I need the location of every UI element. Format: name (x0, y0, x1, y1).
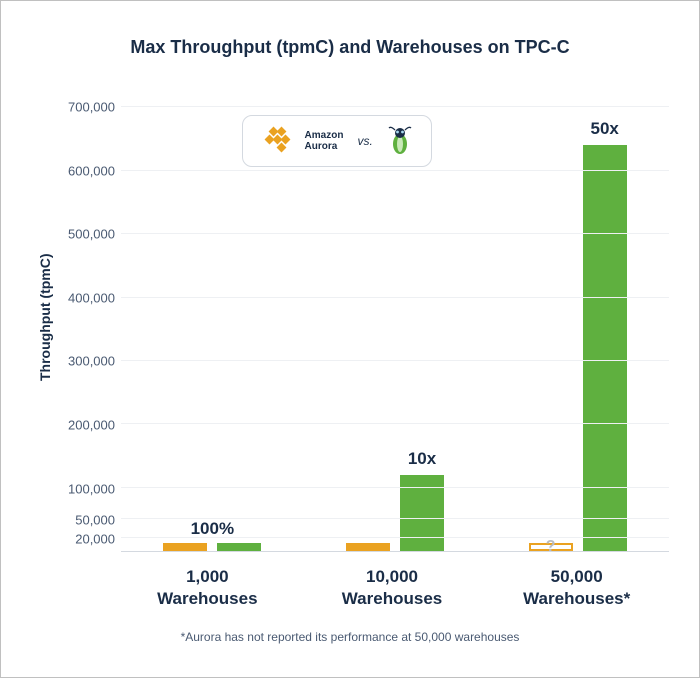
y-tick-label: 600,000 (68, 163, 115, 178)
gridline (121, 487, 669, 488)
y-axis: 20,000 50,000 100,000 200,000 300,000 400,000… (59, 82, 121, 552)
x-axis-labels: 1,000Warehouses10,000Warehouses50,000War… (115, 566, 669, 610)
y-tick-label: 100,000 (68, 481, 115, 496)
y-tick-label: 50,000 (75, 513, 115, 528)
legend-aurora: AmazonAurora (261, 126, 344, 156)
bar-annotation: 10x (408, 449, 436, 469)
y-tick-label: 500,000 (68, 227, 115, 242)
y-tick-label: 400,000 (68, 290, 115, 305)
x-tick-label: 1,000Warehouses (115, 566, 300, 610)
legend-cockroach (387, 126, 413, 156)
chart-frame: Max Throughput (tpmC) and Warehouses on … (0, 0, 700, 678)
bar-annotation: 50x (590, 119, 618, 139)
chart-title: Max Throughput (tpmC) and Warehouses on … (31, 37, 669, 58)
gridline (121, 297, 669, 298)
plot: 100%10x?50x AmazonAurora (121, 82, 669, 552)
y-tick-label: 300,000 (68, 354, 115, 369)
gridline (121, 360, 669, 361)
cockroach-icon (387, 126, 413, 156)
bar-aurora (346, 543, 390, 551)
legend-box: AmazonAurora vs. (242, 115, 432, 167)
y-tick-label: 200,000 (68, 417, 115, 432)
y-tick-label: 20,000 (75, 532, 115, 547)
gridline (121, 233, 669, 234)
bar-group: ? 50x (486, 82, 669, 551)
legend-vs: vs. (357, 134, 372, 148)
bar-aurora: ? (529, 543, 573, 551)
x-tick-label: 50,000Warehouses* (484, 566, 669, 610)
footnote: *Aurora has not reported its performance… (31, 630, 669, 644)
gridline (121, 423, 669, 424)
y-axis-label: Throughput (tpmC) (31, 82, 59, 552)
bar-aurora (163, 543, 207, 551)
x-tick-label: 10,000Warehouses (300, 566, 485, 610)
y-tick-label: 700,000 (68, 100, 115, 115)
gridline (121, 170, 669, 171)
gridline (121, 537, 669, 538)
bar-cockroach (217, 543, 261, 551)
gridline (121, 106, 669, 107)
aurora-icon (261, 126, 299, 156)
legend-aurora-label: AmazonAurora (305, 130, 344, 152)
bar-cockroach: 50x (583, 145, 627, 551)
plot-area: Throughput (tpmC) 20,000 50,000 100,000 200… (31, 82, 669, 552)
gridline (121, 518, 669, 519)
